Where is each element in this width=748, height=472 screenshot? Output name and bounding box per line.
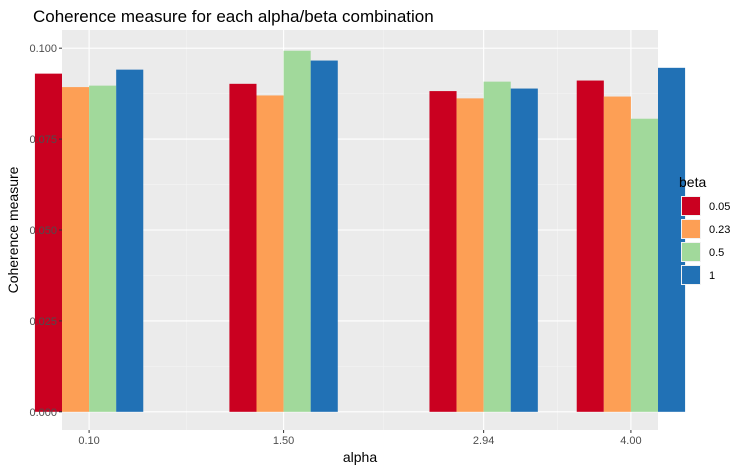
bar [89, 85, 117, 412]
bar [603, 96, 631, 412]
bar [229, 83, 257, 412]
bar [483, 81, 511, 412]
legend-swatch [682, 243, 700, 261]
x-axis-title: alpha [343, 449, 377, 465]
bar [658, 67, 686, 412]
y-tick-label: 0.000 [29, 407, 57, 419]
y-tick-label: 0.100 [29, 43, 57, 55]
x-tick-label: 2.94 [473, 435, 494, 447]
legend-label: 0.5 [709, 247, 724, 259]
y-tick-label: 0.025 [29, 316, 57, 328]
x-tick-label: 1.50 [273, 435, 294, 447]
bar [510, 88, 538, 412]
y-axis-title: Coherence measure [5, 166, 21, 293]
legend-label: 0.23 [709, 224, 730, 236]
y-axis: 0.000 0.025 0.050 0.075 0.100 [29, 43, 62, 419]
bar [283, 50, 311, 412]
y-tick-label: 0.050 [29, 225, 57, 237]
bar [34, 73, 62, 412]
x-axis: 0.10 1.50 2.94 4.00 [78, 430, 642, 447]
x-tick-label: 0.10 [78, 435, 99, 447]
bar [116, 69, 144, 412]
legend-swatch [682, 220, 700, 238]
bar [62, 87, 90, 412]
bars [34, 50, 686, 412]
bar [310, 60, 338, 412]
chart-title: Coherence measure for each alpha/beta co… [33, 7, 434, 26]
legend-swatch [682, 197, 700, 215]
bar [256, 95, 284, 412]
x-tick-label: 4.00 [620, 435, 641, 447]
legend-items: 0.05 0.23 0.5 1 [681, 196, 730, 285]
legend: beta 0.05 0.23 0.5 1 [679, 174, 730, 285]
bar [630, 118, 658, 412]
bar [429, 91, 457, 412]
bar [576, 80, 604, 412]
legend-swatch [682, 266, 700, 284]
legend-title: beta [679, 174, 706, 190]
y-tick-label: 0.075 [29, 134, 57, 146]
legend-label: 1 [709, 270, 715, 282]
bar [456, 98, 484, 412]
legend-label: 0.05 [709, 201, 730, 213]
